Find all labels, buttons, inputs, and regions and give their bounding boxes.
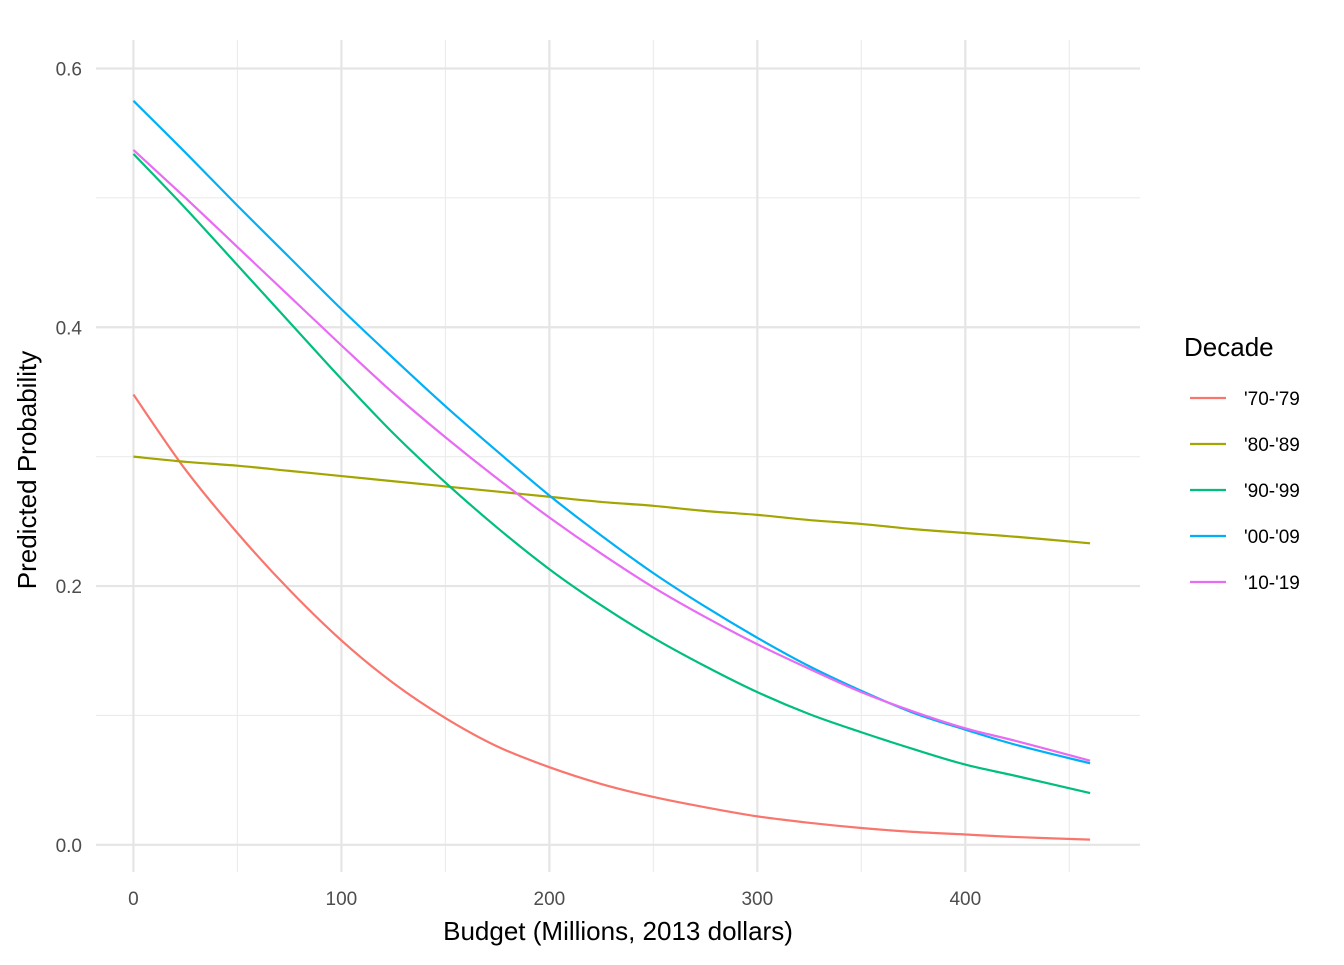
x-axis-title: Budget (Millions, 2013 dollars) [443, 916, 793, 946]
legend-label: '70-'79 [1244, 389, 1300, 410]
x-tick-label: 100 [326, 889, 358, 910]
series-lines [132, 100, 1091, 841]
x-tick-label: 400 [949, 889, 981, 910]
legend-label: '90-'99 [1244, 481, 1300, 502]
legend-label: '10-'19 [1244, 573, 1300, 594]
legend: Decade '70-'79 '80-'89 '90-'99 '00-'09 '10-'… [1184, 332, 1300, 594]
legend-title: Decade [1184, 332, 1274, 362]
y-tick-label: 0.4 [56, 318, 83, 339]
series-line-2 [132, 153, 1091, 795]
x-tick-label: 200 [534, 889, 566, 910]
grid [96, 40, 1140, 872]
series-line-0 [132, 393, 1091, 841]
x-tick-label: 300 [741, 889, 773, 910]
legend-label: '00-'09 [1244, 527, 1300, 548]
series-line-3 [132, 100, 1091, 765]
axes: 0 100 200 300 400 0.0 0.2 0.4 0.6 [56, 59, 982, 910]
series-line-4 [132, 149, 1091, 762]
series-line-1 [133, 455, 1091, 545]
y-axis-title: Predicted Probability [12, 351, 42, 589]
legend-label: '80-'89 [1244, 435, 1300, 456]
y-tick-label: 0.6 [56, 59, 82, 80]
y-tick-label: 0.2 [56, 577, 82, 598]
y-tick-label: 0.0 [56, 836, 82, 857]
x-tick-label: 0 [128, 889, 139, 910]
